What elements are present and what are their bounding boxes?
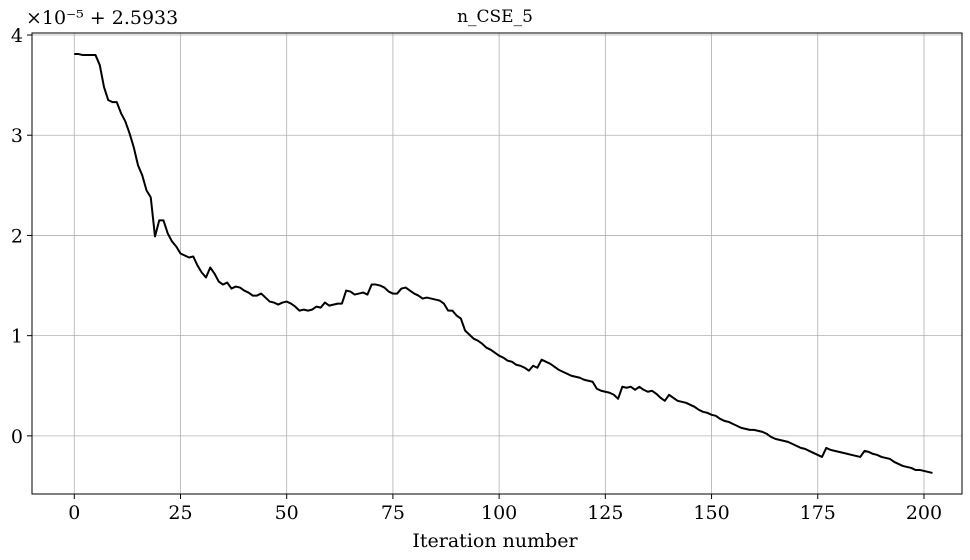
x-tick-label: 0 (68, 502, 80, 524)
y-tick-label: 1 (11, 326, 23, 348)
x-tick-label: 175 (800, 502, 836, 524)
x-tick-label: 75 (381, 502, 405, 524)
x-axis-label: Iteration number (412, 530, 578, 552)
y-tick-label: 3 (11, 125, 23, 147)
series-line (74, 53, 933, 474)
x-tick-label: 200 (906, 502, 942, 524)
y-tick-label: 4 (11, 25, 23, 47)
x-tick-label: 100 (481, 502, 517, 524)
grid (32, 33, 962, 494)
chart-title: n_CSE_5 (457, 7, 533, 27)
plot-frame (31, 32, 963, 495)
y-tick-label: 0 (11, 426, 23, 448)
x-tick-label: 50 (275, 502, 299, 524)
y-tick-label: 2 (11, 225, 23, 247)
x-tick-label: 150 (693, 502, 729, 524)
x-tick-label: 125 (587, 502, 623, 524)
series-line-layer (74, 53, 933, 474)
y-offset-label: ×10⁻⁵ + 2.5933 (26, 7, 178, 29)
ticks: 0 25 50 75 100 125 150 175 200 0 1 2 3 4 (11, 25, 942, 524)
x-tick-label: 25 (168, 502, 192, 524)
